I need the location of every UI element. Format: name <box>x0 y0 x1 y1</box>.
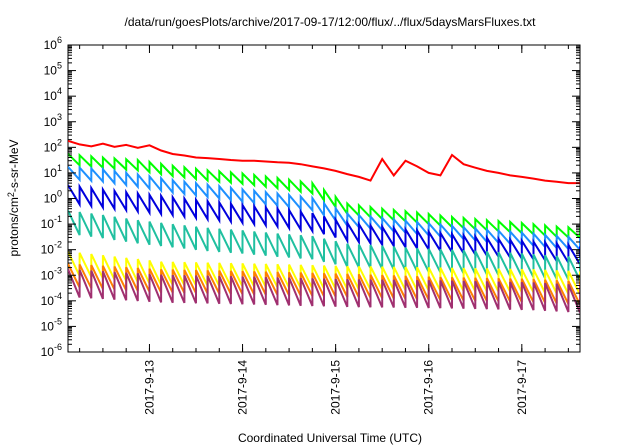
y-tick-base: 10 <box>41 294 55 308</box>
y-tick-base: 10 <box>44 166 58 180</box>
y-tick-label: 106 <box>44 35 62 52</box>
y-tick-exponent: -4 <box>54 291 62 301</box>
y-tick-base: 10 <box>44 115 58 129</box>
y-tick-exponent: 1 <box>57 163 62 173</box>
y-tick-exponent: -6 <box>54 342 62 352</box>
x-tick-label: 2017-9-13 <box>142 360 156 415</box>
series-line-5 <box>68 251 580 295</box>
chart-title: /data/run/goesPlots/archive/2017-09-17/1… <box>125 15 537 29</box>
y-tick-label: 10-2 <box>41 240 62 257</box>
y-tick-exponent: -5 <box>54 316 62 326</box>
y-tick-base: 10 <box>41 345 55 359</box>
y-axis-title: protons/cm2-s-sr-MeV <box>6 139 21 256</box>
series-line-3 <box>68 183 580 267</box>
y-tick-base: 10 <box>41 217 55 231</box>
y-tick-label: 100 <box>44 189 62 206</box>
x-tick-label: 2017-9-14 <box>236 360 250 415</box>
series-line-4 <box>68 210 580 281</box>
y-tick-base: 10 <box>41 319 55 333</box>
y-tick-base: 10 <box>44 140 58 154</box>
y-tick-base: 10 <box>44 38 58 52</box>
y-tick-exponent: -2 <box>54 240 62 250</box>
y-tick-exponent: -1 <box>54 214 62 224</box>
y-tick-base: 10 <box>41 243 55 257</box>
y-tick-base: 10 <box>44 192 58 206</box>
y-tick-exponent: 0 <box>57 189 62 199</box>
y-axis: 10-610-510-410-310-210-11001011021031041… <box>41 35 580 359</box>
y-tick-label: 101 <box>44 163 62 180</box>
y-tick-base: 10 <box>44 89 58 103</box>
y-tick-label: 10-4 <box>41 291 62 308</box>
y-tick-label: 10-6 <box>41 342 62 359</box>
y-tick-exponent: 4 <box>57 86 62 96</box>
y-tick-exponent: 5 <box>57 61 62 71</box>
y-axis-title-main: protons/cm <box>7 197 21 256</box>
series-line-6 <box>68 263 580 306</box>
y-axis-title-sup: 2 <box>6 192 16 197</box>
series-line-1 <box>68 152 580 240</box>
series-layer <box>68 139 580 313</box>
y-tick-label: 10-3 <box>41 265 62 282</box>
y-tick-exponent: 6 <box>57 35 62 45</box>
x-tick-label: 2017-9-15 <box>329 360 343 415</box>
series-line-7 <box>68 268 580 313</box>
y-axis-title-tail: -s-sr-MeV <box>7 139 21 192</box>
x-tick-label: 2017-9-16 <box>422 360 436 415</box>
y-tick-base: 10 <box>41 268 55 282</box>
y-tick-label: 105 <box>44 61 62 78</box>
x-axis: 2017-9-13 2017-9-14 2017-9-15 2017-9-16 2017… <box>79 45 569 415</box>
y-tick-label: 103 <box>44 112 62 129</box>
y-tick-label: 104 <box>44 86 62 103</box>
y-tick-exponent: 3 <box>57 112 62 122</box>
y-tick-exponent: -3 <box>54 265 62 275</box>
x-tick-label: 2017-9-17 <box>515 360 529 415</box>
series-line-2 <box>68 164 580 252</box>
y-tick-label: 10-1 <box>41 214 62 231</box>
y-tick-exponent: 2 <box>57 137 62 147</box>
x-axis-title: Coordinated Universal Time (UTC) <box>238 431 422 445</box>
y-tick-label: 10-5 <box>41 316 62 333</box>
y-tick-label: 102 <box>44 137 62 154</box>
series-line-0 <box>68 139 580 185</box>
y-tick-base: 10 <box>44 64 58 78</box>
